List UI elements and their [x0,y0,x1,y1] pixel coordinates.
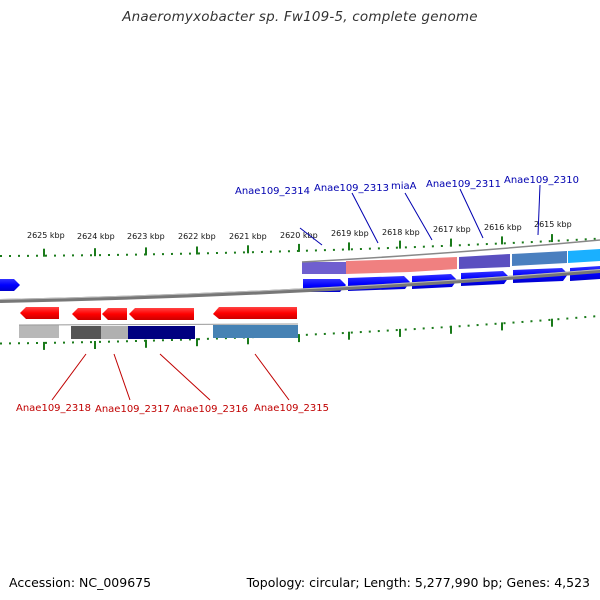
outer-tick-track [0,237,600,257]
lower-track-edge [18,323,299,326]
gene-arrow-reverse[interactable] [20,307,59,319]
connector-line [254,353,290,401]
bottom-label-connectors [51,353,290,401]
topology-text: Topology: circular; Length: 5,277,990 bp… [246,575,590,590]
lower-feature-track [18,323,299,339]
gene-label[interactable]: Anae109_2313 [314,183,389,194]
tick-label: 2625 kbp [27,231,65,240]
connector-line [404,192,433,241]
feature-block [213,325,298,338]
feature-block [459,254,510,269]
gene-label[interactable]: Anae109_2311 [426,179,501,190]
feature-block [302,262,346,274]
tick-label: 2624 kbp [77,232,115,241]
feature-block [346,259,410,274]
gene-arrow-reverse[interactable] [129,308,194,320]
top-label-connectors [299,184,541,246]
feature-block [19,325,59,338]
forward-genes [0,266,600,292]
genome-backbone [0,269,600,303]
connector-line [351,192,379,244]
inner-tick-track [0,314,600,345]
inner-tick-dots [0,314,600,345]
tick-label: 2621 kbp [229,232,267,241]
gene-label[interactable]: Anae109_2310 [504,175,579,186]
reverse-genes [20,307,297,320]
connector-line [159,353,211,401]
gene-label[interactable]: Anae109_2318 [16,403,91,414]
tick-label: 2623 kbp [127,232,165,241]
connector-line [113,353,131,401]
tick-label: 2619 kbp [331,229,369,238]
feature-block [512,251,567,266]
feature-block [410,257,457,272]
feature-block [101,326,128,339]
connector-line [299,227,323,246]
upper-track-edge [301,239,600,263]
genome-title: Anaeromyxobacter sp. Fw109-5, complete g… [122,9,478,25]
gene-arrow-forward[interactable] [0,279,20,291]
feature-block [71,326,101,339]
tick-label: 2615 kbp [534,220,572,229]
connector-line [459,188,484,239]
connector-line [537,184,541,236]
genome-backbone-highlight [0,269,600,300]
gene-label[interactable]: Anae109_2314 [235,186,310,197]
connector-line [51,353,87,401]
feature-block [568,249,600,263]
accession-text: Accession: NC_009675 [9,575,152,590]
gene-arrow-reverse[interactable] [213,307,297,319]
major-ticks [43,234,553,350]
outer-tick-dots [0,237,600,257]
gene-arrow-reverse[interactable] [102,308,127,320]
gene-label[interactable]: Anae109_2316 [173,404,248,415]
tick-label: 2622 kbp [178,232,216,241]
feature-block [128,326,195,339]
bottom-gene-labels: Anae109_2318 Anae109_2317 Anae109_2316 A… [16,403,329,415]
gene-label[interactable]: Anae109_2315 [254,403,329,414]
tick-labels: 2625 kbp 2624 kbp 2623 kbp 2622 kbp 2621… [27,220,572,241]
tick-label: 2616 kbp [484,223,522,232]
tick-label: 2617 kbp [433,225,471,234]
tick-label: 2618 kbp [382,228,420,237]
upper-feature-track [301,239,600,274]
top-gene-labels: Anae109_2314 Anae109_2313 miaA Anae109_2… [235,175,579,197]
gene-label[interactable]: miaA [391,181,417,192]
tick-label: 2620 kbp [280,231,318,240]
gene-label[interactable]: Anae109_2317 [95,404,170,415]
gene-arrow-reverse[interactable] [72,308,101,320]
